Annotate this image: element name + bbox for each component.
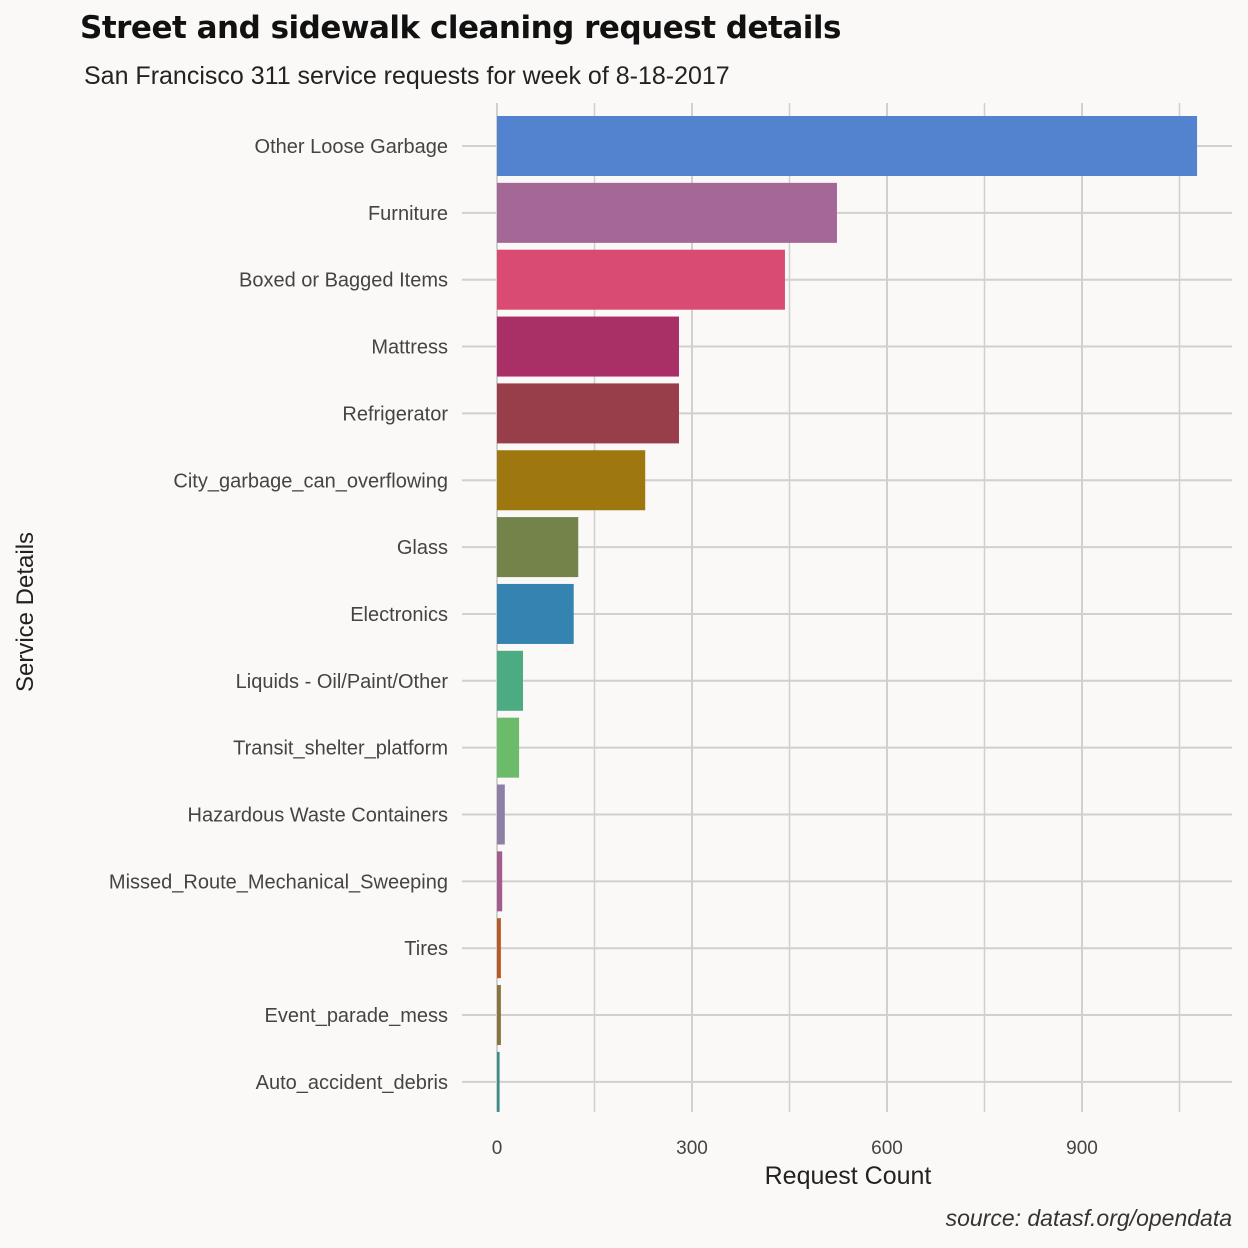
bar-other-loose-garbage [497,116,1198,176]
y-tick-label: Liquids - Oil/Paint/Other [236,671,449,693]
bar-electronics [497,583,574,644]
bar-transit-shelter-platform [497,717,520,778]
bar-missed-route-mechanical-sweeping [497,851,503,912]
y-tick-label: Transit_shelter_platform [233,738,448,760]
y-tick-label: Electronics [350,604,448,626]
bar-furniture [497,182,837,243]
bar-hazardous-waste-containers [497,784,505,845]
bar-refrigerator [497,383,679,444]
y-tick-label: City_garbage_can_overflowing [173,470,448,492]
y-tick-label: Hazardous Waste Containers [188,805,449,827]
x-tick-label: 600 [871,1138,903,1159]
bar-event-parade-mess [497,985,501,1046]
y-tick-label: Other Loose Garbage [255,136,448,158]
bar-tires [497,918,501,979]
bar-liquids-oil-paint-other [497,650,523,711]
y-tick-label: Refrigerator [342,403,448,425]
chart-title: Street and sidewalk cleaning request det… [80,10,841,46]
y-tick-label: Auto_accident_debris [256,1072,448,1094]
y-tick-label: Boxed or Bagged Items [239,270,448,292]
y-tick-label: Event_parade_mess [265,1005,448,1027]
x-axis-label: Request Count [764,1162,932,1190]
bar-auto-accident-debris [497,1051,500,1112]
y-tick-label: Tires [404,938,448,960]
x-tick-label: 300 [676,1138,708,1159]
x-tick-label: 900 [1066,1138,1098,1159]
y-tick-label: Missed_Route_Mechanical_Sweeping [109,871,448,893]
bar-city-garbage-can-overflowing [497,450,646,511]
bar-mattress [497,316,679,377]
bar-boxed-or-bagged-items [497,249,785,310]
bar-glass [497,517,579,578]
y-tick-label: Furniture [368,203,448,225]
y-tick-label: Glass [397,537,448,559]
chart-caption: source: datasf.org/opendata [945,1205,1232,1231]
chart-subtitle: San Francisco 311 service requests for w… [84,62,730,90]
x-tick-label: 0 [492,1138,503,1159]
y-tick-label: Mattress [371,337,448,359]
